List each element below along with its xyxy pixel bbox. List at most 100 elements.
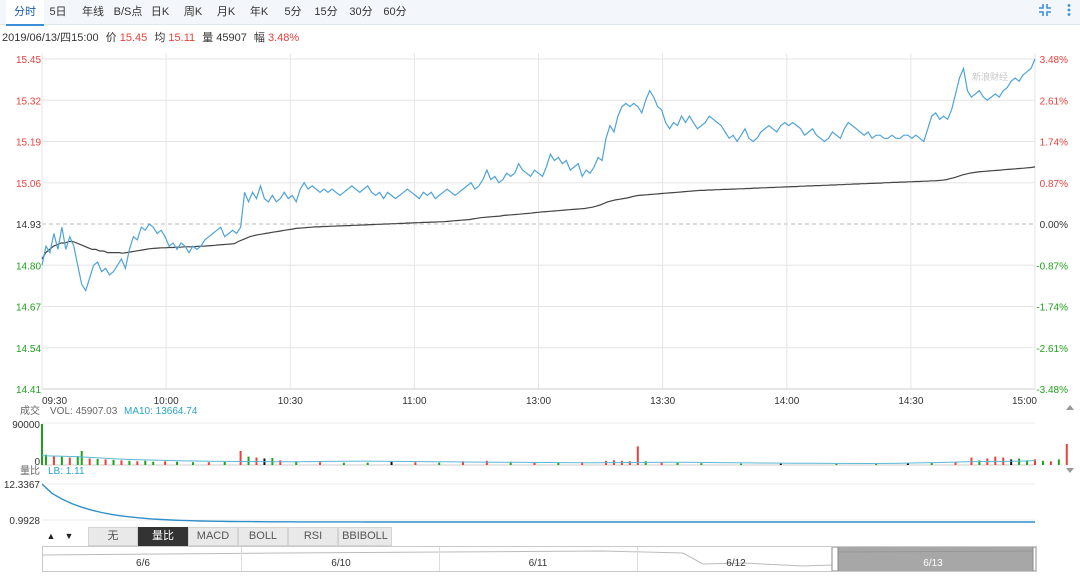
volume-bar [152, 461, 155, 465]
volume-bar [954, 462, 957, 465]
tab-5min[interactable]: 5分 [284, 6, 302, 18]
tab-bs-points[interactable]: B/S点 [113, 6, 143, 18]
collapse-down-arrow-icon[interactable] [1066, 468, 1074, 473]
lb-value-text: LB: 1.11 [48, 466, 85, 477]
volume-bar [485, 460, 488, 465]
nav-divider [241, 547, 242, 571]
navigator-range-selector [838, 547, 1033, 571]
tab-weekly-k[interactable]: 周K [183, 6, 203, 18]
y-tick-label-left: 15.32 [16, 96, 41, 107]
nav-date-6-11: 6/11 [528, 558, 548, 569]
collapse-up-arrow-icon[interactable] [1066, 405, 1074, 410]
x-tick-label: 10:30 [278, 396, 303, 407]
ind-tab-volume-ratio[interactable]: 量比 [138, 527, 188, 546]
lb-tick-min: 0.9928 [9, 516, 40, 525]
nav-date-6-13: 6/13 [923, 558, 943, 569]
nav-divider [439, 547, 440, 571]
volume-bar [390, 461, 393, 465]
y-tick-label-right: 0.00% [1040, 220, 1068, 231]
volume-bar [68, 457, 71, 465]
volume-bar [342, 462, 345, 465]
volume-bar [930, 462, 933, 465]
volume-bar [104, 459, 107, 465]
x-tick-label: 13:00 [526, 396, 551, 407]
volume-bar [120, 460, 123, 465]
volume-bar [366, 462, 369, 465]
volume-bar [88, 458, 91, 465]
vol-value: 45907 [216, 32, 247, 44]
volume-bar [44, 454, 47, 465]
date-navigator[interactable]: 6/6 6/10 6/11 6/12 6/13 [42, 546, 1037, 572]
ind-tab-none[interactable]: 无 [88, 527, 138, 546]
volume-bar [700, 463, 703, 465]
ind-tab-boll[interactable]: BOLL [238, 527, 288, 546]
volume-bar [978, 460, 981, 465]
y-axis-left: 15.45 15.32 15.19 15.06 14.93 14.80 14.67 14.54… [16, 55, 41, 396]
tab-5day[interactable]: 5日 [49, 6, 67, 18]
volume-title: 成交 [20, 404, 40, 417]
tab-15min[interactable]: 15分 [314, 6, 338, 18]
volume-bar [279, 460, 282, 465]
x-tick-label: 10:00 [154, 396, 179, 407]
volume-bar [191, 462, 194, 465]
scroll-up-icon[interactable]: ▲ [46, 531, 56, 541]
volume-bar [223, 461, 226, 465]
lb-line [41, 483, 1035, 523]
y-tick-label-right: 3.48% [1040, 55, 1068, 66]
volume-bar [533, 462, 536, 465]
price-line [41, 58, 1036, 293]
volume-tick-max: 90000 [12, 420, 40, 431]
volume-bar [414, 462, 417, 465]
volume-bar [164, 461, 167, 465]
collapse-icon[interactable] [1036, 3, 1054, 21]
more-icon[interactable] [1060, 3, 1078, 21]
volume-bar [76, 456, 79, 465]
avg-value: 15.11 [168, 32, 196, 44]
lb-title: 量比 [20, 465, 40, 477]
nav-date-6-6: 6/6 [136, 558, 150, 569]
y-tick-label-left: 15.06 [16, 179, 41, 190]
nav-date-6-12: 6/12 [726, 558, 746, 569]
volume-bar [247, 456, 250, 465]
ind-tab-bbiboll[interactable]: BBIBOLL [338, 527, 392, 546]
volume-bar [557, 462, 560, 465]
volume-ma-text: MA10: 13664.74 [124, 406, 198, 417]
x-tick-label: 09:30 [42, 396, 67, 407]
ind-tab-rsi[interactable]: RSI [288, 527, 338, 546]
tab-30min[interactable]: 30分 [349, 6, 373, 18]
quote-info-line: 2019/06/13/四15:00 价 15.45 均 15.11 量 4590… [2, 29, 299, 45]
volume-bar [1057, 459, 1060, 465]
volume-bar [676, 462, 679, 465]
y-tick-label-right: -1.74% [1036, 303, 1068, 314]
tab-monthly-k[interactable]: 月K [216, 6, 236, 18]
y-tick-label-right: -0.87% [1036, 261, 1068, 272]
volume-bar [1010, 459, 1013, 465]
volume-tick-zero: 0 [34, 457, 40, 468]
tab-daily-k[interactable]: 日K [150, 6, 170, 18]
volume-bar [41, 423, 43, 465]
tab-year-line[interactable]: 年线 [82, 6, 104, 18]
y-tick-label-right: 2.61% [1040, 96, 1068, 107]
pct-value: 3.48% [267, 32, 300, 44]
quote-datetime: 2019/06/13/四15:00 [2, 32, 99, 44]
price-label: 价 [105, 32, 117, 44]
x-tick-label: 13:30 [650, 396, 675, 407]
volume-bar [994, 456, 997, 465]
tab-yearly-k[interactable]: 年K [249, 6, 269, 18]
ind-tab-macd[interactable]: MACD [188, 527, 238, 546]
scroll-down-icon[interactable]: ▼ [64, 531, 74, 541]
volume-bar [581, 462, 584, 465]
y-tick-label-left: 15.19 [16, 138, 41, 149]
avg-price-line [41, 166, 1036, 260]
volume-bar [636, 446, 639, 465]
tab-timeshare[interactable]: 分时 [6, 0, 44, 26]
period-tab-bar: 分时 5日 年线 B/S点 日K 周K 月K 年K 5分 15分 30分 60分 [0, 0, 1080, 26]
tab-60min[interactable]: 60分 [383, 6, 407, 18]
y-tick-label-right: 0.87% [1040, 179, 1068, 190]
volume-bar [144, 460, 147, 465]
volume-bar [740, 463, 743, 465]
x-axis: 09:30 10:00 10:30 11:00 13:00 13:30 14:00 14:30… [42, 396, 1037, 407]
x-tick-label: 11:00 [402, 396, 427, 407]
volume-grid [42, 422, 1035, 466]
price-value: 15.45 [119, 32, 148, 44]
